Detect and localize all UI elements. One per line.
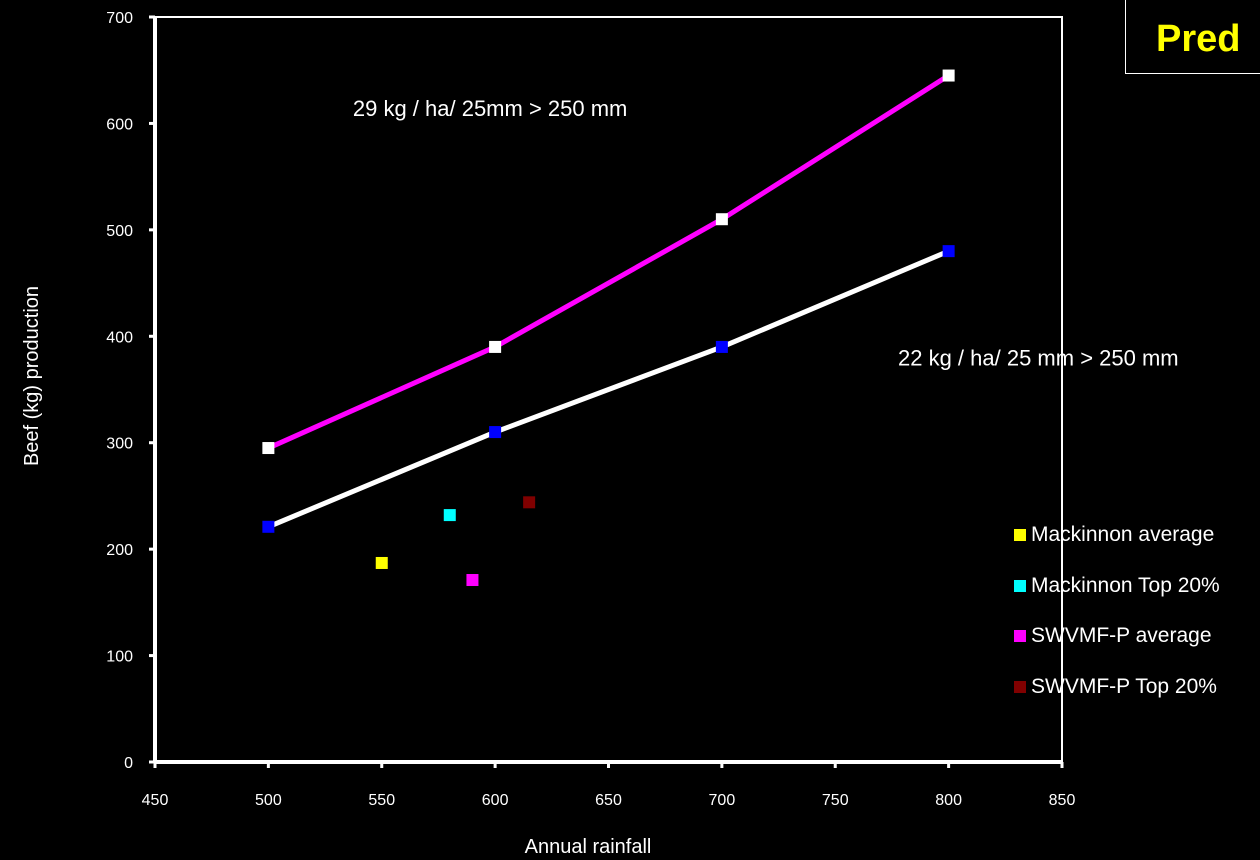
x-tick-label: 850: [1049, 792, 1076, 809]
fit-lines: [262, 69, 955, 533]
legend-swatch: [1014, 680, 1026, 693]
y-axis-label: Beef (kg) production: [21, 286, 43, 466]
slide-title: Pred: [1156, 18, 1241, 60]
x-axis: 450 500 550 600 650 700 750 800 850: [142, 762, 1076, 809]
y-tick-label: 500: [106, 223, 133, 240]
x-tick-label: 500: [255, 792, 282, 809]
line-marker: [942, 245, 955, 258]
line-marker: [489, 426, 502, 439]
legend-swatch: [1014, 630, 1026, 642]
legend-item-mackinnon-top20: Mackinnon Top 20%: [1014, 571, 1260, 622]
annotation-lower-line: 22 kg / ha/ 25 mm > 250 mm: [898, 346, 1179, 371]
trend-line-upper: [267, 73, 950, 451]
y-tick-label: 400: [106, 329, 133, 346]
y-tick-label: 600: [106, 116, 133, 133]
legend-item-swvmfp-average: SWVMF-P average: [1014, 621, 1260, 672]
x-tick-label: 550: [368, 792, 395, 809]
line-marker: [262, 520, 275, 533]
legend-label: SWVMF-P Top 20%: [1031, 674, 1217, 698]
y-tick-label: 700: [106, 10, 133, 27]
x-tick-label: 600: [482, 792, 509, 809]
line-marker: [262, 442, 275, 455]
legend-label: SWVMF-P average: [1031, 624, 1212, 647]
legend-label: Mackinnon Top 20%: [1031, 573, 1220, 597]
legend-item-swvmfp-top20: SWVMF-P Top 20%: [1014, 672, 1260, 723]
x-tick-label: 450: [142, 792, 169, 809]
y-tick-label: 200: [106, 542, 133, 559]
scatter-points: [375, 496, 536, 587]
trend-line-lower: [267, 248, 950, 530]
annotation-upper-line: 29 kg / ha/ 25mm > 250 mm: [353, 96, 628, 121]
x-tick-label: 650: [595, 792, 622, 809]
x-tick-label: 700: [709, 792, 736, 809]
y-tick-label: 300: [106, 436, 133, 453]
legend-item-mackinnon-average: Mackinnon average: [1014, 520, 1260, 571]
legend-swatch: [1014, 579, 1026, 592]
scatter-point: [375, 556, 388, 569]
legend-label: Mackinnon average: [1031, 523, 1215, 546]
x-tick-label: 750: [822, 792, 849, 809]
y-tick-label: 100: [106, 649, 133, 666]
line-marker: [489, 340, 502, 353]
line-marker: [942, 69, 955, 82]
line-marker: [715, 340, 728, 353]
scatter-point: [443, 509, 456, 522]
line-marker: [715, 213, 728, 226]
scatter-point: [466, 574, 479, 587]
y-tick-label: 0: [124, 755, 133, 772]
x-tick-label: 800: [935, 792, 962, 809]
x-axis-label: Annual rainfall: [525, 836, 652, 858]
title-box: Pred: [1125, 0, 1260, 74]
legend-swatch: [1014, 529, 1026, 541]
y-axis: 0 100 200 300 400 500 600 700: [106, 10, 155, 772]
legend: Mackinnon average Mackinnon Top 20% SWVM…: [1014, 520, 1260, 722]
scatter-point: [523, 496, 536, 509]
